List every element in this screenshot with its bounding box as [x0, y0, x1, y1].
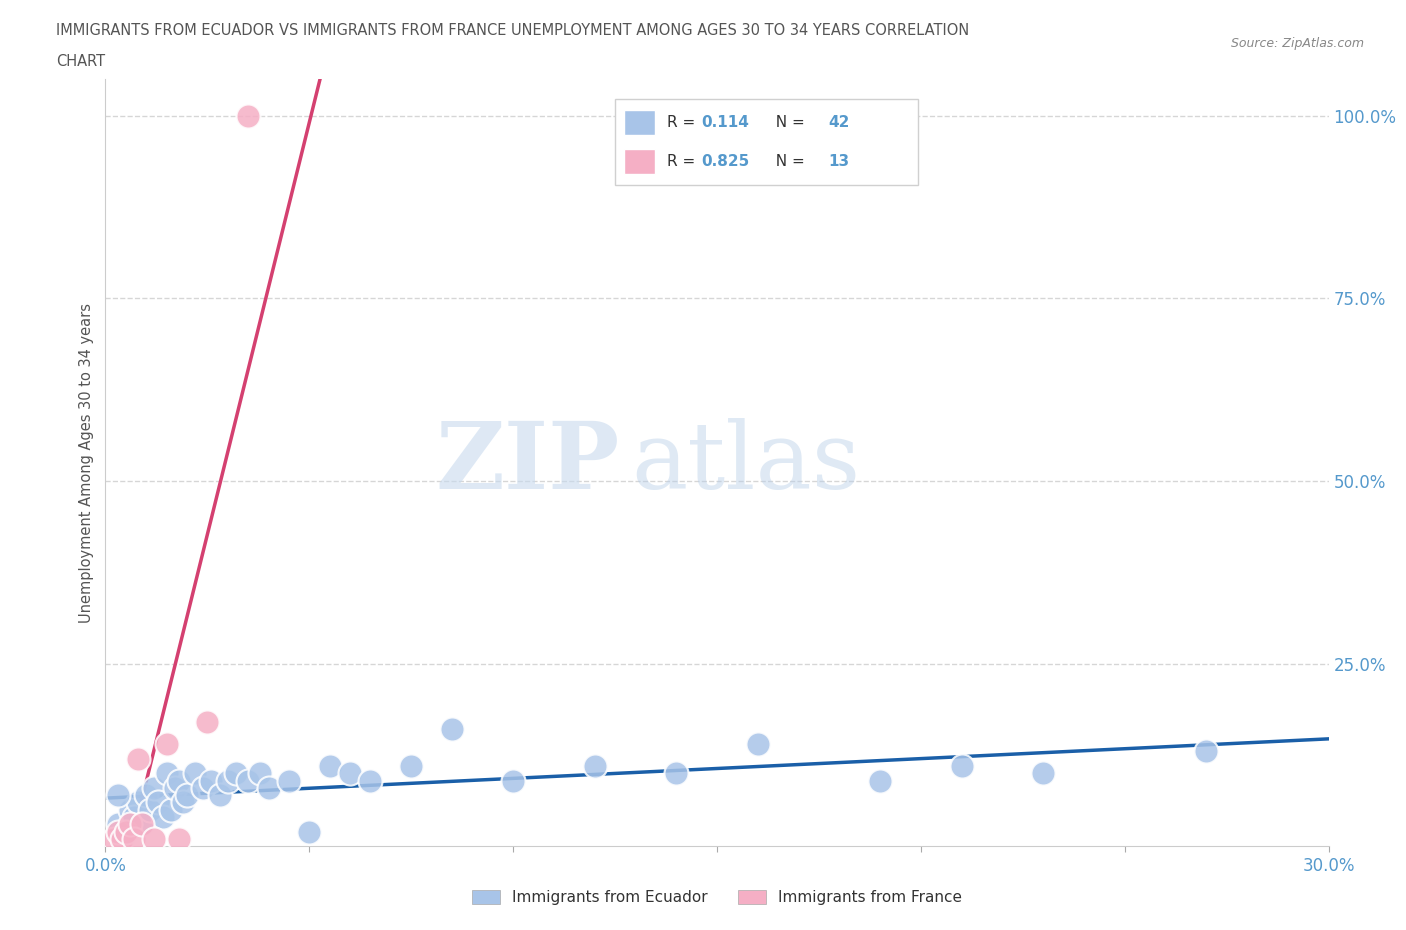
FancyBboxPatch shape [624, 149, 655, 174]
Point [163, 780, 186, 795]
Point [143, 780, 166, 795]
Point [257, 780, 280, 795]
Point [236, 108, 260, 123]
FancyBboxPatch shape [624, 110, 655, 135]
Text: CHART: CHART [56, 54, 105, 69]
Point [318, 759, 342, 774]
Legend: Immigrants from Ecuador, Immigrants from France: Immigrants from Ecuador, Immigrants from… [467, 884, 967, 911]
Point [200, 773, 222, 788]
Text: 42: 42 [828, 115, 849, 130]
Point [236, 773, 260, 788]
Point [869, 773, 891, 788]
Y-axis label: Unemployment Among Ages 30 to 34 years: Unemployment Among Ages 30 to 34 years [79, 302, 94, 623]
Point [298, 824, 321, 839]
Point [115, 824, 138, 839]
Point [950, 759, 973, 774]
Text: R =: R = [668, 115, 700, 130]
Point [118, 817, 141, 831]
Point [148, 795, 170, 810]
Text: 13: 13 [828, 153, 849, 168]
Point [143, 831, 166, 846]
Point [665, 765, 688, 780]
Point [131, 817, 153, 831]
Point [107, 824, 129, 839]
Point [122, 810, 145, 825]
Point [249, 765, 271, 780]
Point [107, 817, 129, 831]
Point [747, 737, 769, 751]
Point [107, 788, 129, 803]
Point [193, 780, 215, 795]
Point [139, 803, 162, 817]
Point [118, 803, 141, 817]
Point [111, 831, 134, 846]
Point [401, 759, 423, 774]
Point [172, 795, 194, 810]
Point [208, 788, 231, 803]
Point [156, 737, 179, 751]
Point [1032, 765, 1054, 780]
Point [127, 795, 149, 810]
Point [156, 765, 179, 780]
Point [441, 722, 464, 737]
Point [176, 788, 198, 803]
Text: IMMIGRANTS FROM ECUADOR VS IMMIGRANTS FROM FRANCE UNEMPLOYMENT AMONG AGES 30 TO : IMMIGRANTS FROM ECUADOR VS IMMIGRANTS FR… [56, 23, 970, 38]
Text: 0.825: 0.825 [702, 153, 749, 168]
Point [131, 817, 153, 831]
Point [167, 831, 190, 846]
Point [103, 831, 125, 846]
Point [127, 751, 149, 766]
Text: N =: N = [766, 115, 810, 130]
Point [502, 773, 524, 788]
Point [159, 803, 181, 817]
Point [167, 773, 190, 788]
Point [217, 773, 239, 788]
Point [122, 831, 145, 846]
Text: N =: N = [766, 153, 810, 168]
Text: 0.114: 0.114 [702, 115, 749, 130]
Point [197, 714, 219, 729]
Point [184, 765, 207, 780]
Point [1195, 744, 1218, 759]
Point [339, 765, 361, 780]
Point [583, 759, 606, 774]
FancyBboxPatch shape [614, 99, 918, 185]
Text: R =: R = [668, 153, 700, 168]
Text: atlas: atlas [631, 418, 860, 508]
Point [225, 765, 247, 780]
Point [135, 788, 157, 803]
Text: Source: ZipAtlas.com: Source: ZipAtlas.com [1230, 37, 1364, 50]
Point [360, 773, 382, 788]
Text: ZIP: ZIP [434, 418, 619, 508]
Point [278, 773, 301, 788]
Point [152, 810, 174, 825]
Point [115, 824, 138, 839]
